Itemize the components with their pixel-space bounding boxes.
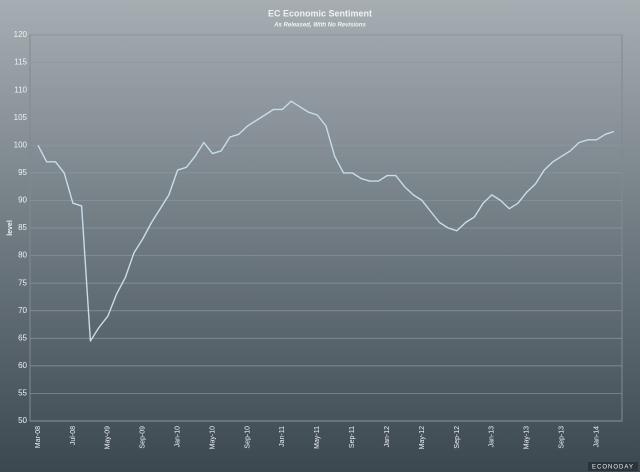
chart-title: EC Economic Sentiment xyxy=(268,8,372,18)
y-tick-label: 80 xyxy=(18,251,27,260)
x-tick-label: Sep-12 xyxy=(454,426,461,449)
x-tick-label: Sep-11 xyxy=(349,426,356,448)
data-line xyxy=(37,100,615,342)
y-tick-label: 70 xyxy=(18,306,27,315)
x-tick-label: Jan-11 xyxy=(279,426,286,447)
y-tick-label: 90 xyxy=(18,196,27,205)
x-tick-label: Jan-10 xyxy=(174,426,181,448)
y-tick-label: 85 xyxy=(18,223,27,232)
x-tick-label: Sep-10 xyxy=(244,426,251,449)
x-tick-label: May-12 xyxy=(419,426,426,449)
y-tick-label: 65 xyxy=(18,333,27,342)
y-tick-label: 50 xyxy=(18,416,27,425)
x-tick-label: Jan-14 xyxy=(593,426,600,448)
y-tick-label: 75 xyxy=(18,278,27,287)
footer: ECONODAY xyxy=(592,465,634,471)
y-tick-label: 55 xyxy=(18,389,27,398)
y-tick-label: 100 xyxy=(14,140,28,149)
x-tick-label: Jan-13 xyxy=(489,426,496,448)
x-tick-label: May-13 xyxy=(524,426,531,449)
x-tick-label: Sep-09 xyxy=(140,426,147,449)
x-tick-label: May-10 xyxy=(209,426,216,449)
y-tick-label: 110 xyxy=(14,85,27,94)
y-tick-label: 120 xyxy=(14,30,28,39)
x-tick-label: Sep-13 xyxy=(558,426,565,449)
x-tick-label: May-11 xyxy=(314,426,321,449)
y-tick-label: 105 xyxy=(14,113,28,122)
x-tick-label: Jan-12 xyxy=(384,426,391,448)
y-tick-label: 95 xyxy=(18,168,27,177)
x-tick-label: Mar-08 xyxy=(35,426,42,448)
x-tick-label: Jul-08 xyxy=(70,426,77,445)
chart-subtitle: As Released, With No Revisions xyxy=(273,23,366,29)
y-tick-label: 115 xyxy=(14,58,27,67)
footer-box xyxy=(588,462,638,471)
y-axis-label: level xyxy=(7,220,14,236)
y-tick-label: 60 xyxy=(18,361,27,370)
x-tick-label: May-09 xyxy=(105,426,112,449)
